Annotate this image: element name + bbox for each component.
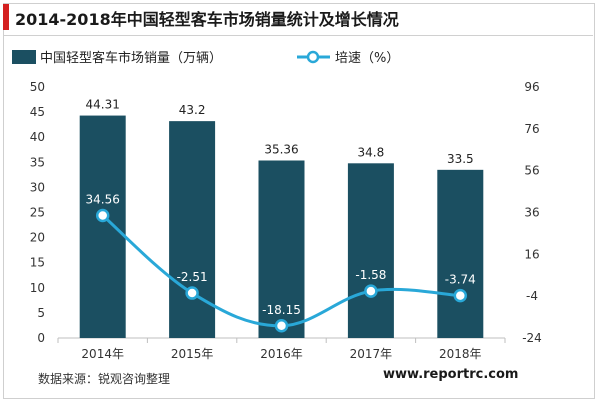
- bar-label-sales-3: 34.8: [358, 145, 385, 159]
- bar-sales-2: [258, 160, 305, 338]
- legend-label-sales: 中国轻型客车市场销量（万辆）: [40, 50, 222, 66]
- y-left-tick-label: 30: [30, 180, 45, 194]
- y-right-tick-label: 16: [524, 247, 539, 261]
- y-right-tick-label: -4: [526, 289, 538, 303]
- bar-label-sales-4: 33.5: [447, 152, 474, 166]
- bar-sales-1: [169, 121, 216, 338]
- y-right-tick-label: 96: [524, 80, 539, 94]
- y-left-tick-label: 45: [30, 105, 45, 119]
- bar-label-sales-1: 43.2: [179, 103, 206, 117]
- point-growth-3: [364, 284, 378, 298]
- y-left-tick-label: 25: [30, 206, 45, 220]
- website-url: www.reportrc.com: [383, 367, 519, 382]
- point-label-growth-3: -1.58: [355, 268, 386, 282]
- point-growth-2: [274, 319, 289, 333]
- y-left-tick-label: 10: [30, 281, 45, 295]
- y-left-tick-label: 0: [37, 331, 45, 345]
- point-label-growth-1: -2.51: [177, 270, 208, 284]
- point-growth-1: [185, 286, 199, 300]
- y-left-tick-label: 5: [37, 306, 45, 320]
- bar-sales-3: [347, 163, 394, 338]
- chart-title: 2014-2018年中国轻型客车市场销量统计及增长情况: [15, 10, 399, 29]
- y-right-tick-label: 56: [524, 164, 539, 178]
- x-tick-label: 2017年: [350, 347, 393, 361]
- point-growth-4: [453, 288, 468, 303]
- title-accent-bar: [3, 4, 9, 30]
- y-left-tick-label: 50: [30, 80, 45, 94]
- bar-sales-0: [79, 115, 126, 338]
- y-left-tick-label: 40: [30, 130, 45, 144]
- x-tick-label: 2015年: [171, 347, 214, 361]
- legend-label-growth: 培速（%）: [335, 50, 399, 66]
- y-right-tick-label: 76: [524, 122, 539, 136]
- x-tick-label: 2018年: [439, 347, 482, 361]
- point-label-growth-4: -3.74: [445, 273, 476, 287]
- point-growth-0: [95, 208, 110, 223]
- legend-swatch-sales: [12, 50, 36, 64]
- data-source: 数据来源：锐观咨询整理: [38, 372, 171, 386]
- y-left-tick-label: 15: [30, 256, 45, 270]
- bar-label-sales-0: 44.31: [86, 98, 120, 112]
- x-tick-label: 2016年: [260, 347, 303, 361]
- y-left-tick-label: 35: [30, 155, 45, 169]
- legend-marker-growth: [306, 50, 320, 64]
- y-right-tick-label: 36: [524, 206, 539, 220]
- y-right-tick-label: -24: [522, 331, 542, 345]
- y-left-tick-label: 20: [30, 231, 45, 245]
- point-label-growth-0: 34.56: [86, 193, 120, 207]
- x-tick-label: 2014年: [81, 347, 124, 361]
- point-label-growth-2: -18.15: [262, 303, 301, 317]
- bar-label-sales-2: 35.36: [264, 142, 298, 156]
- title-divider: [3, 35, 593, 36]
- bar-sales-4: [437, 169, 484, 338]
